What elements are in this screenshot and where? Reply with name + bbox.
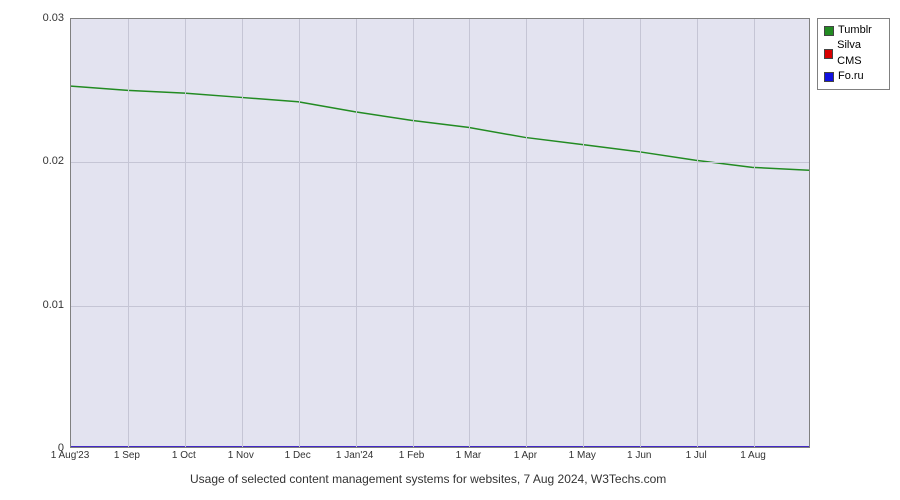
gridline-vertical (526, 19, 527, 447)
legend-item: Tumblr (824, 23, 883, 38)
x-tick-label: 1 Mar (456, 450, 482, 461)
x-tick-label: 1 Aug'23 (51, 450, 90, 461)
gridline-vertical (640, 19, 641, 447)
gridline-vertical (583, 19, 584, 447)
series-line-tumblr (71, 86, 809, 170)
y-tick-label: 0.03 (43, 12, 64, 24)
gridline-vertical (469, 19, 470, 447)
x-tick-label: 1 Jun (627, 450, 651, 461)
legend-swatch (824, 26, 834, 36)
gridline-vertical (413, 19, 414, 447)
gridline-vertical (356, 19, 357, 447)
x-tick-label: 1 Apr (514, 450, 537, 461)
legend-swatch (824, 49, 833, 59)
legend-label: Tumblr (838, 23, 872, 38)
x-tick-label: 1 Feb (399, 450, 425, 461)
y-tick-label: 0.01 (43, 299, 64, 311)
chart-caption: Usage of selected content management sys… (190, 472, 666, 486)
x-tick-label: 1 Jan'24 (336, 450, 374, 461)
legend-swatch (824, 72, 834, 82)
gridline-vertical (697, 19, 698, 447)
legend-label: Silva CMS (837, 38, 883, 69)
x-tick-label: 1 Nov (228, 450, 254, 461)
legend-label: Fo.ru (838, 69, 864, 84)
legend-item: Silva CMS (824, 38, 883, 69)
x-tick-label: 1 Oct (172, 450, 196, 461)
gridline-vertical (185, 19, 186, 447)
legend: TumblrSilva CMSFo.ru (817, 18, 890, 90)
y-tick-label: 0.02 (43, 155, 64, 167)
gridline-horizontal (71, 162, 809, 163)
gridline-vertical (128, 19, 129, 447)
gridline-vertical (242, 19, 243, 447)
x-tick-label: 1 Aug (740, 450, 766, 461)
gridline-horizontal (71, 306, 809, 307)
gridline-vertical (754, 19, 755, 447)
legend-item: Fo.ru (824, 69, 883, 84)
y-axis: 00.010.020.03 (10, 18, 68, 448)
chart-container: 00.010.020.03 1 Aug'231 Sep1 Oct1 Nov1 D… (10, 10, 890, 490)
x-axis: 1 Aug'231 Sep1 Oct1 Nov1 Dec1 Jan'241 Fe… (70, 448, 810, 468)
line-series-svg (71, 19, 809, 447)
x-tick-label: 1 May (569, 450, 596, 461)
plot-area (70, 18, 810, 448)
x-tick-label: 1 Jul (686, 450, 707, 461)
gridline-vertical (299, 19, 300, 447)
x-tick-label: 1 Sep (114, 450, 140, 461)
x-tick-label: 1 Dec (285, 450, 311, 461)
